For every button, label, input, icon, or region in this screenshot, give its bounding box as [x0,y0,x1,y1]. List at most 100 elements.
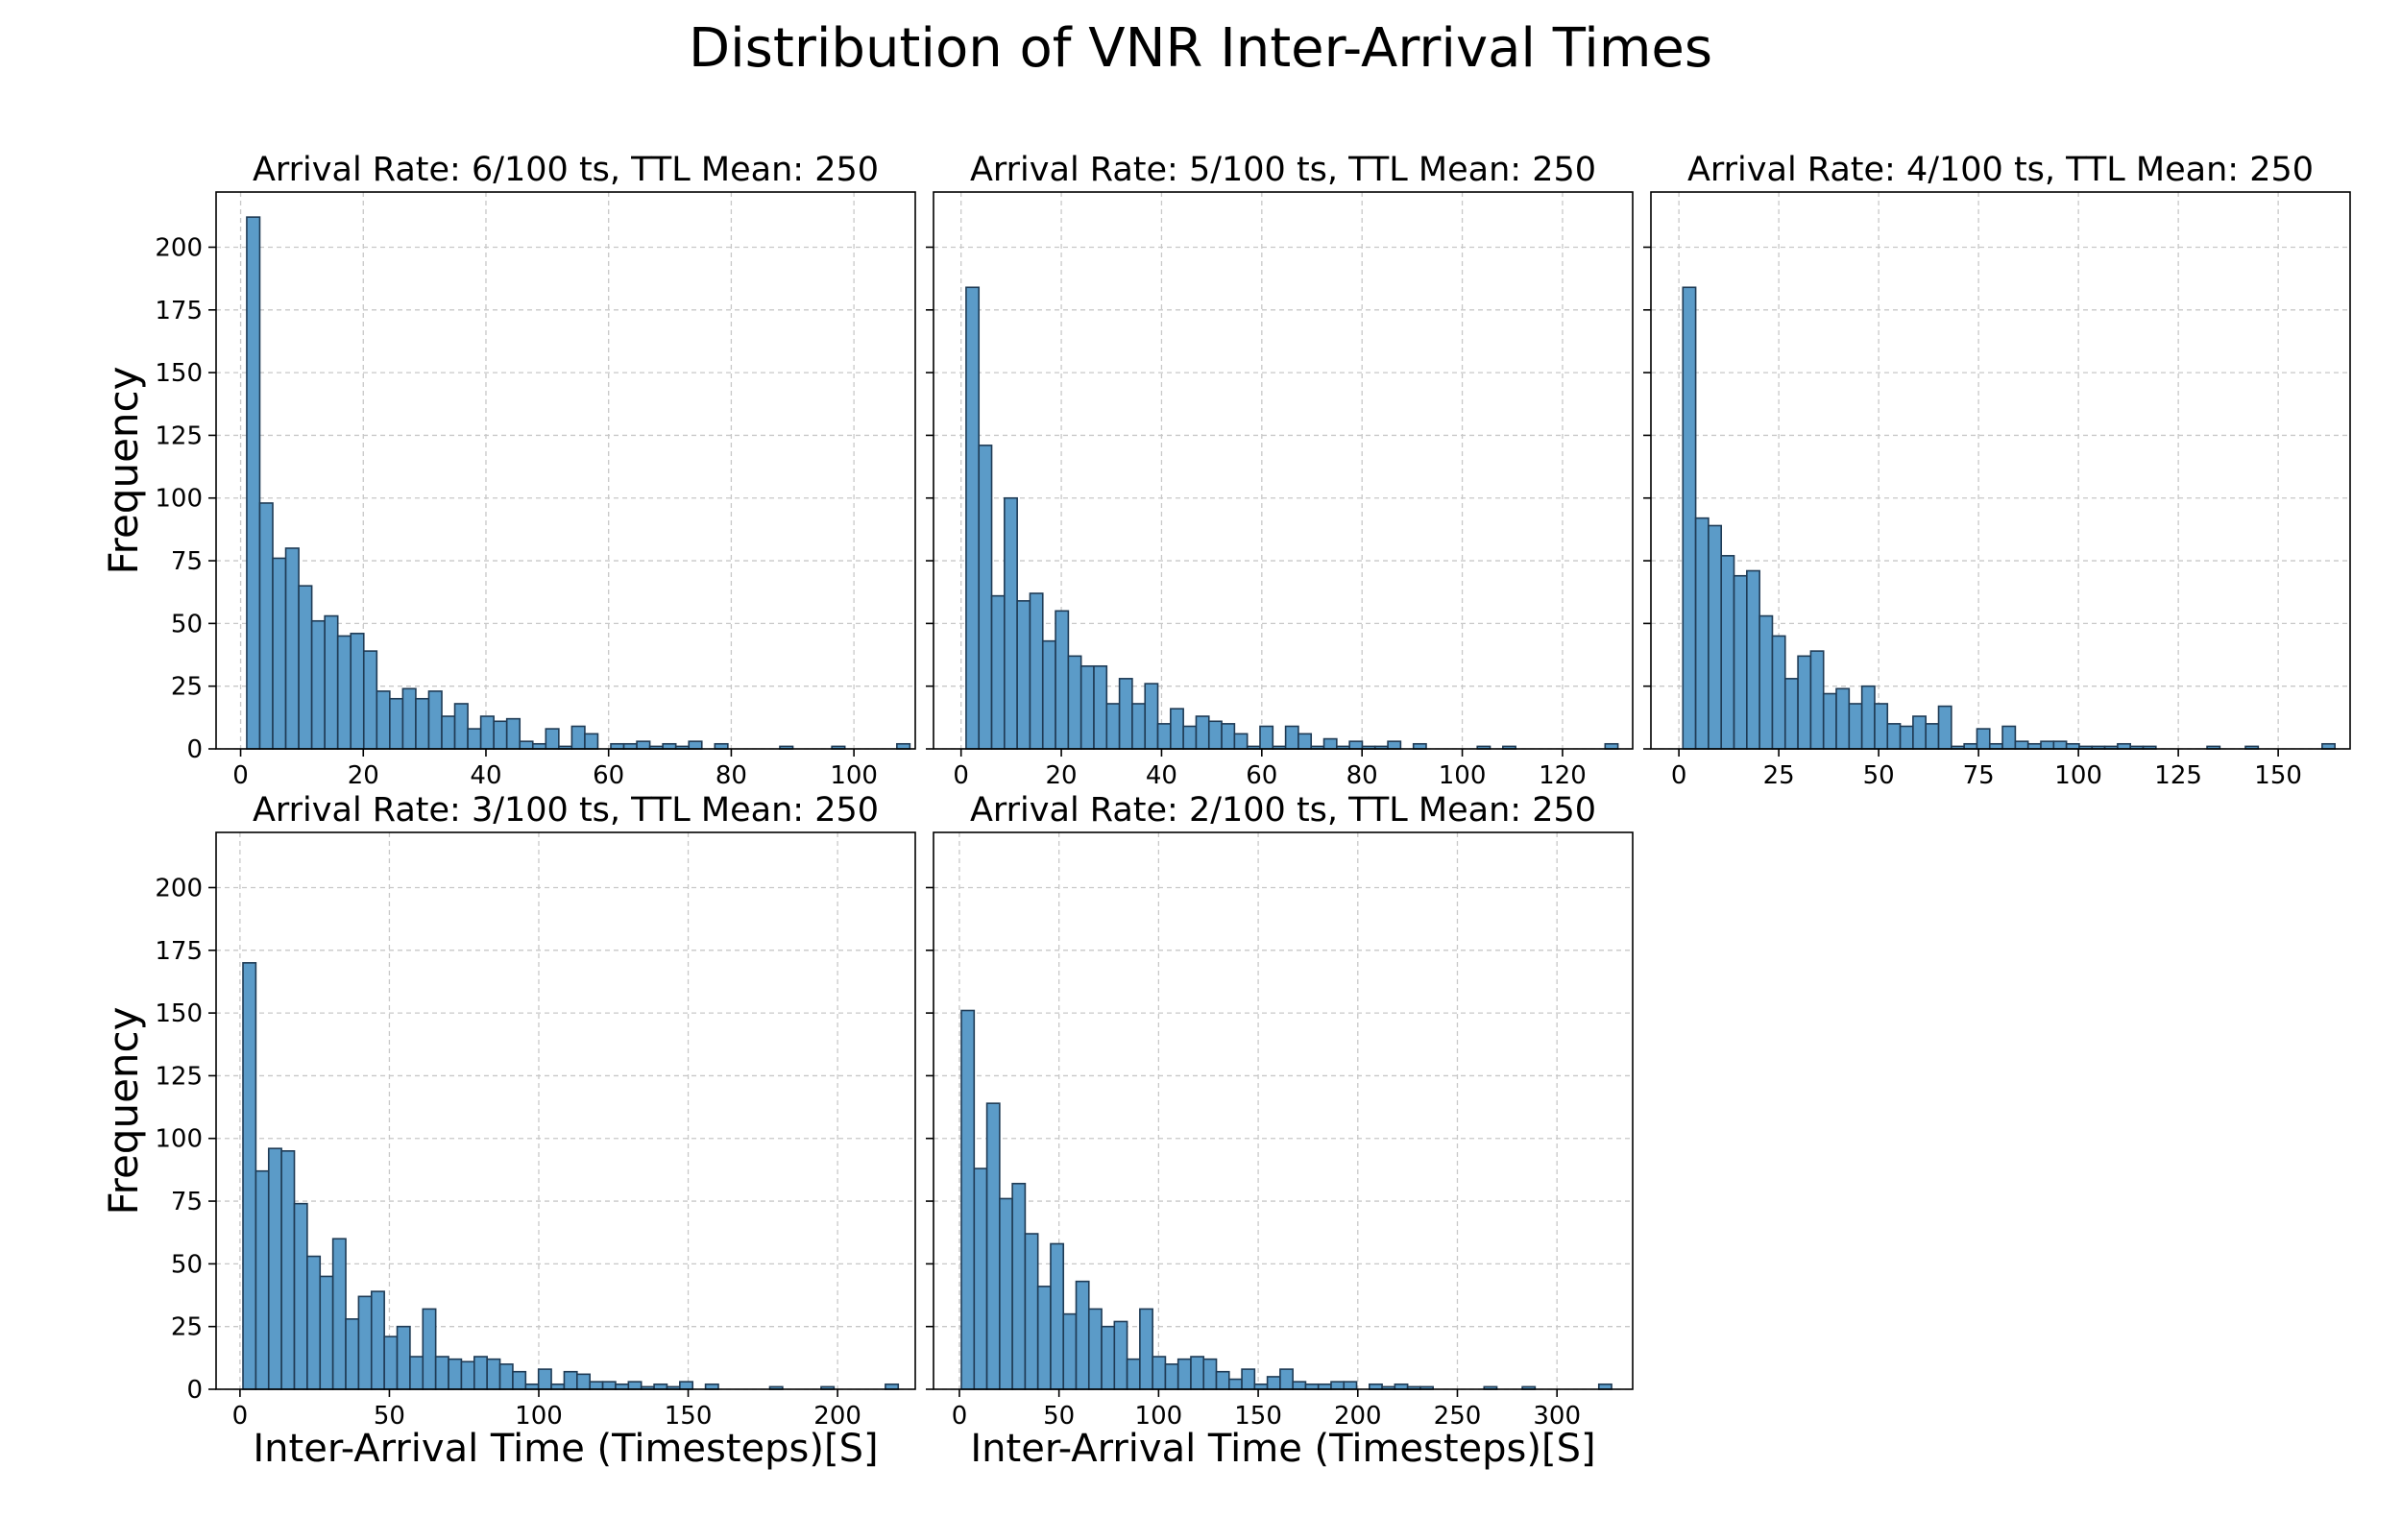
histogram-bar [293,1202,308,1390]
histogram-bar [460,1360,475,1390]
histogram-bar [990,594,1006,750]
histogram-bar [319,1275,334,1390]
histogram-bar [389,697,404,750]
subplot-title: Arrival Rate: 6/100 ts, TTL Mean: 250 [253,151,879,189]
histogram-bar [1024,1233,1039,1390]
x-tick-label: 25 [1763,761,1795,790]
histogram-bar [267,1147,282,1390]
x-tick-label: 200 [1334,1402,1382,1431]
histogram-bar [636,740,651,750]
histogram-bar [409,1356,424,1390]
axes-frame [1650,191,2351,750]
subplot-title: Arrival Rate: 2/100 ts, TTL Mean: 250 [970,791,1596,830]
x-tick-label: 50 [1043,1402,1075,1431]
histogram-bar [1330,1381,1346,1390]
y-tick-label: 100 [155,485,203,514]
histogram-bar [999,1197,1013,1390]
x-tick-label: 0 [232,1402,249,1431]
histogram-bar [570,725,586,750]
histogram-bar [1733,574,1748,750]
histogram-bar [479,715,495,750]
histogram-bar [505,717,521,750]
x-tick-label: 80 [1346,761,1378,790]
histogram-bar [324,614,339,750]
histogram-bar [1105,703,1121,750]
figure-title: Distribution of VNR Inter-Arrival Times [689,17,1712,80]
histogram-bar [255,1169,270,1390]
x-tick-label: 0 [953,761,969,790]
histogram-bar [1207,720,1223,750]
histogram-bar [973,1167,988,1390]
histogram-bar [453,703,469,750]
histogram-bar [258,502,274,750]
histogram-bar [246,216,261,750]
histogram-bar [2052,740,2068,750]
histogram-bar [1041,639,1056,750]
histogram-bar [1886,723,1902,750]
histogram-bar [1101,1325,1116,1390]
histogram-bar [1050,1242,1065,1390]
histogram-bar [601,1381,617,1390]
histogram-bar [1029,592,1044,750]
x-tick-label: 200 [813,1402,861,1431]
histogram-bar [441,715,456,750]
y-tick-label: 25 [171,673,203,702]
x-tick-label: 250 [1434,1402,1482,1431]
x-tick-label: 100 [1439,761,1487,790]
histogram-bar [306,1255,322,1390]
histogram-bar [1067,655,1082,750]
histogram-bar [2040,740,2055,750]
x-tick-label: 20 [1046,761,1078,790]
histogram-bar [1152,1356,1167,1390]
histogram-bar [627,1381,643,1390]
histogram-bar [401,687,417,750]
histogram-bar [1055,610,1070,750]
x-tick-label: 40 [470,761,501,790]
histogram-bar [1783,678,1799,750]
histogram-bar [1708,524,1723,750]
histogram-bar [284,547,300,750]
histogram-bar [1860,685,1876,750]
x-tick-label: 80 [715,761,747,790]
y-axis-label: Frequency [100,1007,147,1215]
y-tick-label: 200 [155,233,203,262]
axes-frame [215,831,916,1390]
y-tick-label: 100 [155,1125,203,1154]
y-tick-label: 0 [186,735,203,764]
y-tick-label: 0 [186,1376,203,1405]
histogram-bar [310,619,326,750]
subplot-5: 0 50 100 150 200 250 300 Arrival Rate: 2/100 ts… [926,791,1634,1471]
histogram-bar [1797,655,1812,750]
histogram-bar [298,585,313,750]
axes-frame [933,191,1634,750]
histogram-bar [427,690,443,750]
histogram-bar [1241,1368,1256,1390]
histogram-bar [331,1238,347,1390]
x-tick-label: 150 [665,1402,713,1431]
histogram-bar [357,1295,373,1390]
histogram-bar [1156,723,1172,750]
x-tick-label: 100 [2054,761,2102,790]
histogram-bar [242,962,257,1390]
subplot-4: 0 50 100 150 200 0 25 50 75 100 125 150 175 200 Arriva… [100,791,916,1471]
histogram-bar [1036,1286,1052,1390]
histogram-bar [1284,725,1299,750]
y-tick-label: 125 [155,421,203,450]
histogram-bar [545,728,560,750]
histogram-bar [1387,740,1402,750]
histogram-bar [498,1363,514,1390]
histogram-bar [978,445,993,750]
histogram-bar [376,690,391,750]
histogram-bar [1322,737,1338,750]
x-tick-label: 60 [1246,761,1277,790]
histogram-bar [1720,555,1735,750]
y-tick-label: 50 [171,610,203,638]
histogram-bar [965,286,981,750]
y-tick-label: 175 [155,937,203,966]
y-axis-label: Frequency [100,367,147,575]
histogram-bar [362,650,378,750]
histogram-bar [1164,1363,1179,1390]
histogram-bar [434,1356,449,1390]
